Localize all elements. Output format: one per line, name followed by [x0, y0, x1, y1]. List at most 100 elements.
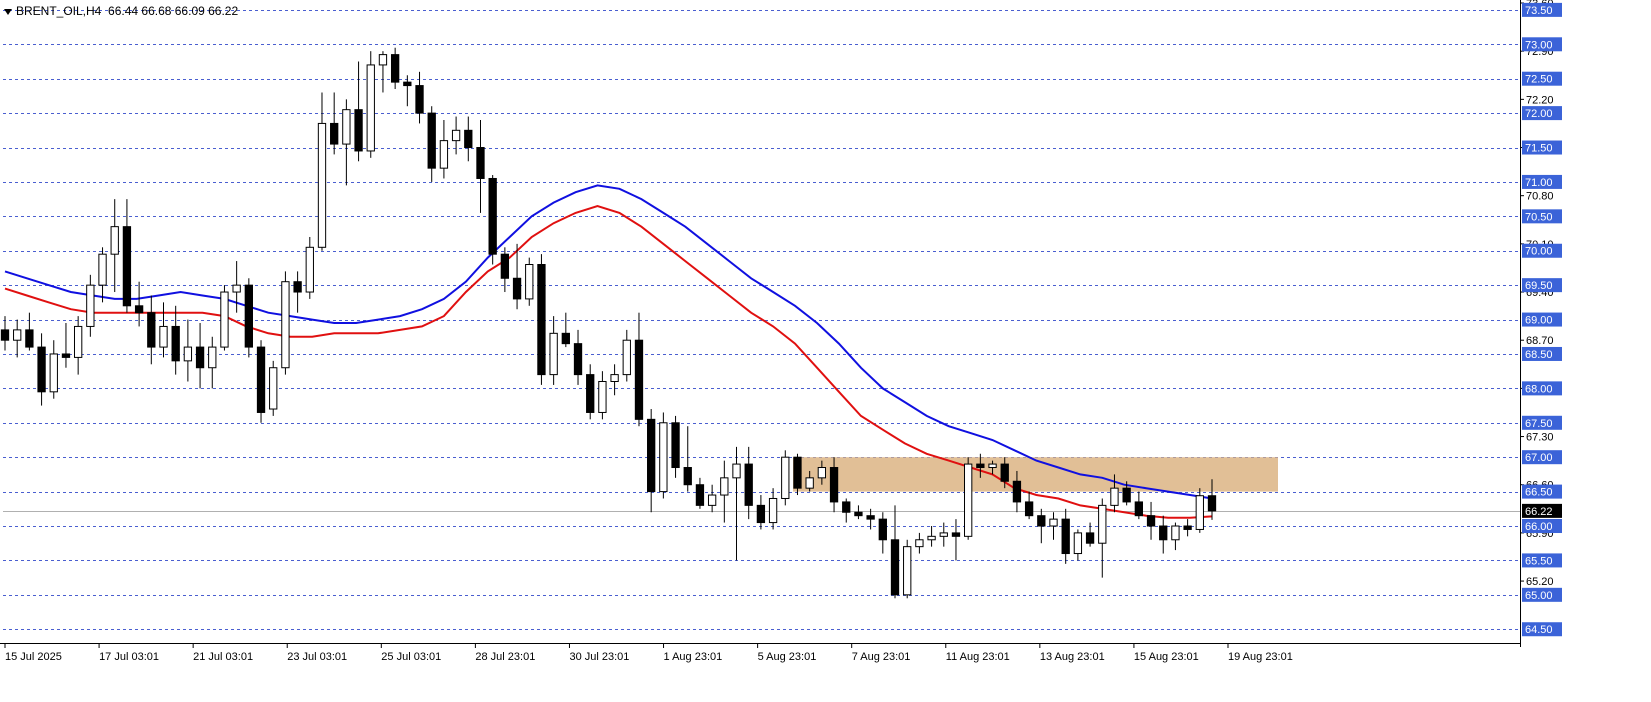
current-price-label: 66.22 [1525, 506, 1553, 518]
x-tick-label: 7 Aug 23:01 [852, 651, 911, 663]
moving-averages [4, 184, 1213, 519]
level-price-label: 68.50 [1525, 349, 1553, 361]
dropdown-triangle-icon[interactable] [4, 8, 12, 15]
candle-bear [1183, 525, 1192, 530]
candles [0, 47, 1217, 599]
candle-bear [464, 129, 473, 149]
level-price-box [1522, 106, 1562, 121]
level-price-box [1522, 415, 1562, 430]
x-tick-label: 11 Aug 23:01 [946, 651, 1010, 663]
candle-bear [1134, 501, 1144, 517]
x-tick-label: 19 Aug 23:01 [1228, 651, 1293, 663]
candle-bull [964, 463, 973, 537]
y-tick-label: 70.80 [1526, 191, 1554, 203]
candle-bear [951, 532, 961, 537]
level-price-box [1522, 519, 1562, 534]
x-tick-label: 23 Jul 03:01 [287, 651, 347, 663]
level-price-box [1522, 2, 1562, 17]
candle-bear [390, 54, 400, 83]
x-tick-label: 13 Aug 23:01 [1040, 651, 1105, 663]
level-price-label: 70.50 [1525, 211, 1553, 223]
x-tick-label: 21 Jul 03:01 [193, 651, 253, 663]
candle-bear [293, 281, 302, 293]
candle-bull [817, 467, 827, 479]
candle-bull [1073, 532, 1083, 555]
level-price-label: 64.50 [1525, 624, 1553, 636]
candle-bear [0, 329, 10, 341]
candle-bear [561, 332, 570, 345]
candle-bear [403, 81, 412, 87]
level-price-box [1522, 622, 1562, 637]
candle-bull [13, 329, 22, 341]
candle-bear [476, 147, 485, 179]
candle-bear [756, 504, 766, 524]
candle-bear [1207, 495, 1217, 512]
candle-bear [854, 511, 863, 517]
level-lines [3, 10, 1520, 630]
level-price-label: 65.50 [1525, 555, 1553, 567]
axes [0, 0, 1521, 647]
level-price-box [1522, 37, 1562, 52]
candle-bear [488, 177, 497, 255]
candle-bull [366, 64, 375, 152]
candle-bear [695, 484, 705, 506]
candle-bull [208, 346, 217, 369]
candle-bear [829, 467, 839, 503]
candle-bull [598, 380, 607, 413]
candle-bear [330, 122, 339, 145]
candle-bear [1159, 525, 1168, 541]
x-tick-label: 15 Jul 2025 [5, 651, 62, 663]
candle-bear [842, 501, 851, 513]
level-price-label: 67.50 [1525, 418, 1553, 430]
level-price-label: 66.00 [1525, 521, 1553, 533]
level-price-box [1522, 140, 1562, 155]
symbol-header[interactable]: BRENT_OIL,H4 66.44 66.68 66.09 66.22 [4, 4, 238, 18]
level-price-label: 72.00 [1525, 108, 1553, 120]
candle-bull [525, 264, 534, 300]
candle-bull [927, 535, 936, 541]
level-price-label: 70.00 [1525, 246, 1553, 258]
level-price-box [1522, 312, 1562, 327]
ma-line [4, 184, 1213, 500]
candle-bear [976, 463, 985, 469]
candle-bear [647, 418, 656, 493]
level-price-box [1522, 346, 1562, 361]
level-price-label: 68.00 [1525, 383, 1553, 395]
level-price-label: 73.50 [1525, 5, 1553, 17]
x-tick-label: 17 Jul 03:01 [99, 651, 159, 663]
candle-bull [720, 477, 729, 496]
level-price-label: 73.00 [1525, 39, 1553, 51]
candle-bull [1195, 495, 1204, 530]
candle-bull [988, 463, 997, 469]
candle-bear [512, 277, 522, 300]
level-price-label: 66.50 [1525, 487, 1553, 499]
price-scale: 73.6072.9072.2071.5070.8070.1069.4068.70… [1520, 0, 1562, 637]
candle-bear [500, 253, 510, 279]
candle-bull [659, 422, 668, 493]
level-price-label: 71.50 [1525, 143, 1553, 155]
candle-bear [1146, 515, 1156, 527]
level-price-label: 69.50 [1525, 280, 1553, 292]
candle-bear [354, 109, 363, 152]
current-price-box [1522, 503, 1562, 518]
level-price-box [1522, 174, 1562, 189]
candle-bear [890, 539, 900, 596]
candle-bull [1110, 487, 1119, 506]
candle-bull [781, 456, 790, 499]
level-price-box [1522, 450, 1562, 465]
candle-bull [159, 325, 168, 348]
candle-bull [86, 284, 95, 327]
level-price-box [1522, 71, 1562, 86]
level-price-box [1522, 381, 1562, 396]
candle-bull [610, 374, 619, 382]
candle-bull [232, 284, 241, 293]
candle-bull [98, 253, 107, 286]
candle-bear [683, 467, 692, 486]
candle-bear [671, 422, 680, 469]
candle-bull [915, 539, 924, 548]
level-price-label: 65.00 [1525, 590, 1553, 602]
candle-bear [744, 463, 753, 506]
